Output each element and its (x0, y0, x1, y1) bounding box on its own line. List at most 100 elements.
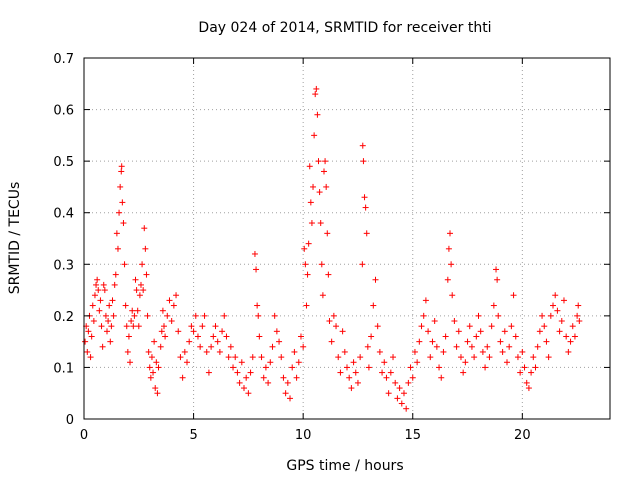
data-point (362, 204, 369, 211)
data-point (312, 91, 319, 98)
data-point (576, 318, 583, 325)
data-point (306, 163, 313, 170)
data-point (82, 338, 89, 345)
data-point (302, 261, 309, 268)
data-point (330, 312, 337, 319)
data-point (385, 390, 392, 397)
data-point (323, 183, 330, 190)
data-point (436, 364, 443, 371)
data-point (567, 338, 574, 345)
data-point (565, 348, 572, 355)
data-point (273, 328, 280, 335)
data-point (175, 328, 182, 335)
data-point (394, 395, 401, 402)
data-point (473, 333, 480, 340)
data-point (147, 374, 154, 381)
data-point (160, 323, 167, 330)
y-axis-label: SRMTID / TECUs (7, 182, 23, 295)
data-point (519, 348, 526, 355)
data-point (247, 369, 254, 376)
data-point (314, 111, 321, 118)
data-points (82, 85, 583, 412)
data-point (135, 323, 142, 330)
data-point (153, 359, 160, 366)
data-point (514, 354, 521, 361)
data-point (208, 343, 215, 350)
data-point (214, 338, 221, 345)
data-point (484, 343, 491, 350)
data-point (91, 292, 98, 299)
data-point (118, 168, 125, 175)
data-point (188, 323, 195, 330)
data-point (100, 281, 107, 288)
data-point (133, 287, 140, 294)
data-point (545, 354, 552, 361)
data-point (113, 230, 120, 237)
data-point (506, 343, 513, 350)
data-point (265, 379, 272, 386)
data-point (416, 338, 423, 345)
data-point (313, 85, 320, 92)
data-point (240, 385, 247, 392)
data-point (129, 307, 136, 314)
data-point (164, 312, 171, 319)
data-point (493, 266, 500, 273)
data-point (438, 374, 445, 381)
x-axis-label: GPS time / hours (286, 458, 403, 474)
data-point (267, 359, 274, 366)
data-point (376, 348, 383, 355)
data-point (150, 369, 157, 376)
data-point (303, 302, 310, 309)
data-point (471, 354, 478, 361)
data-point (128, 318, 135, 325)
data-point (166, 297, 173, 304)
data-point (105, 318, 112, 325)
data-point (148, 354, 155, 361)
data-point (170, 302, 177, 309)
data-point (425, 328, 432, 335)
data-point (341, 348, 348, 355)
data-point (291, 348, 298, 355)
data-point (96, 307, 103, 314)
axis-ticks: 0 0.1 0.2 0.3 0.4 0.5 0.6 0.7 0 5 10 15 20 (53, 52, 610, 443)
data-point (554, 307, 561, 314)
data-point (322, 158, 329, 165)
data-point (210, 333, 217, 340)
data-point (319, 292, 326, 299)
data-point (245, 390, 252, 397)
y-tick-label: 0.7 (53, 52, 74, 67)
data-point (118, 163, 125, 170)
data-point (418, 323, 425, 330)
data-point (316, 189, 323, 196)
data-point (143, 271, 150, 278)
data-point (390, 354, 397, 361)
data-point (360, 158, 367, 165)
data-point (571, 333, 578, 340)
data-point (422, 297, 429, 304)
data-point (223, 333, 230, 340)
data-point (427, 354, 434, 361)
data-point (512, 333, 519, 340)
data-point (121, 261, 128, 268)
data-point (186, 338, 193, 345)
data-point (99, 343, 106, 350)
plot-frame (83, 57, 611, 420)
data-point (230, 364, 237, 371)
data-point (106, 302, 113, 309)
data-point (119, 199, 126, 206)
data-point (333, 323, 340, 330)
data-point (488, 323, 495, 330)
data-point (95, 287, 102, 294)
data-point (433, 343, 440, 350)
data-point (451, 318, 458, 325)
data-point (251, 250, 258, 257)
data-point (243, 374, 250, 381)
data-point (352, 369, 359, 376)
data-point (574, 312, 581, 319)
data-point (357, 354, 364, 361)
data-point (297, 333, 304, 340)
data-point (151, 338, 158, 345)
data-point (510, 292, 517, 299)
data-point (556, 328, 563, 335)
data-point (144, 312, 151, 319)
